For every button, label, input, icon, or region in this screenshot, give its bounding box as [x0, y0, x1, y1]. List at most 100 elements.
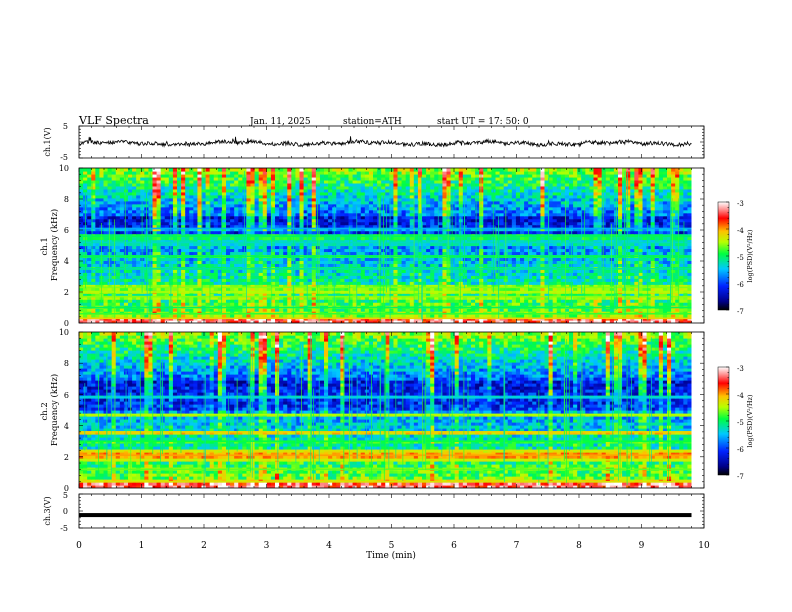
spectrogram-cell	[307, 296, 313, 300]
spectrogram-cell	[303, 272, 309, 276]
spectrogram-cell	[662, 239, 668, 244]
spectrogram-cell	[99, 311, 105, 315]
spectrogram-cell	[560, 233, 566, 238]
spectrogram-cell	[344, 272, 350, 276]
spectrogram-cell	[409, 314, 415, 318]
spectrogram-cell	[160, 245, 166, 250]
spectrogram-cell	[172, 239, 178, 244]
spectrogram-cell	[111, 260, 117, 264]
spectrogram-cell	[279, 248, 284, 253]
spectrogram-cell	[654, 251, 660, 256]
spectrogram-cell	[618, 302, 623, 306]
spectrogram-cell	[213, 281, 219, 285]
spectrogram-cell	[258, 275, 264, 279]
spectrogram-cell	[164, 311, 170, 315]
spectrogram-cell	[569, 311, 574, 315]
spectrogram-cell	[638, 311, 644, 315]
spectrogram-cell	[283, 278, 288, 282]
spectrogram-cell	[279, 242, 284, 247]
spectrogram-cell	[642, 236, 648, 241]
spectrogram-cell	[221, 224, 227, 229]
spectrogram-cell	[675, 299, 680, 303]
spectrogram-cell	[156, 302, 162, 306]
spectrogram-cell	[564, 251, 570, 256]
spectrogram-cell	[650, 302, 656, 306]
spectrogram-cell	[544, 302, 550, 306]
spectrogram-cell	[597, 275, 603, 279]
spectrogram-cell	[650, 239, 656, 244]
spectrogram-cell	[140, 248, 145, 253]
spectrogram-cell	[560, 242, 566, 247]
spectrogram-cell	[487, 284, 493, 288]
spectrogram-cell	[650, 233, 656, 238]
spectrogram-cell	[683, 293, 689, 297]
spectrogram-cell	[95, 314, 101, 318]
spectrogram-cell	[393, 257, 399, 261]
spectrogram-cell	[128, 275, 133, 279]
spectrogram-cell	[487, 227, 493, 232]
spectrogram-cell	[483, 233, 488, 238]
spectrogram-cell	[609, 272, 615, 276]
spectrogram-cell	[442, 236, 448, 241]
spectrogram-cell	[83, 293, 88, 297]
spectrogram-cell	[422, 320, 427, 323]
spectrogram-cell	[491, 260, 497, 264]
spectrogram-cell	[115, 230, 121, 235]
spectrogram-cell	[454, 239, 460, 244]
spectrogram-cell	[417, 281, 423, 285]
spectrogram-cell	[283, 287, 288, 291]
spectrogram-cell	[524, 314, 529, 318]
spectrogram-cell	[511, 278, 517, 282]
spectrogram-cell	[585, 278, 591, 282]
spectrogram-cell	[119, 287, 125, 291]
spectrogram-cell	[311, 263, 317, 267]
spectrogram-cell	[352, 284, 358, 288]
spectrogram-cell	[409, 236, 415, 241]
spectrogram-cell	[197, 224, 203, 229]
spectrogram-cell	[250, 299, 256, 303]
spectrogram-cell	[177, 227, 182, 232]
spectrogram-cell	[442, 251, 448, 256]
spectrogram-cell	[226, 233, 231, 238]
spectrogram-cell	[360, 239, 366, 244]
spectrogram-cell	[328, 314, 333, 318]
figure-title: VLF Spectra	[78, 114, 149, 127]
spectrogram-cell	[662, 281, 668, 285]
spectrogram-cell	[564, 311, 570, 315]
spectrogram-cell	[250, 257, 256, 261]
spectrogram-cell	[119, 272, 125, 276]
spectrogram-cell	[462, 293, 468, 297]
spectrogram-cell	[177, 296, 182, 300]
spectrogram-cell	[511, 299, 517, 303]
spectrogram-cell	[528, 260, 533, 264]
spectrogram-cell	[152, 278, 158, 282]
spectrogram-cell	[548, 245, 554, 250]
spectrogram-cell	[217, 236, 223, 241]
spectrogram-cell	[360, 308, 366, 312]
spectrogram-cell	[311, 293, 317, 297]
spectrogram-cell	[605, 293, 611, 297]
spectrogram-cell	[111, 284, 117, 288]
spectrogram-cell	[181, 314, 186, 318]
spectrogram-cell	[585, 233, 591, 238]
spectrogram-cell	[454, 281, 460, 285]
spectrogram-cell	[658, 236, 664, 241]
spectrogram-cell	[593, 281, 599, 285]
spectrogram-cell	[373, 272, 378, 276]
spectrogram-cell	[466, 299, 472, 303]
spectrogram-cell	[634, 320, 640, 323]
spectrogram-cell	[107, 236, 113, 241]
spectrogram-cell	[544, 281, 550, 285]
spectrogram-cell	[181, 311, 186, 315]
spectrogram-cell	[221, 311, 227, 315]
spectrogram-cell	[79, 236, 84, 241]
spectrogram-cell	[499, 236, 505, 241]
spectrogram-cell	[658, 296, 664, 300]
spectrogram-cell	[328, 320, 333, 323]
spectrogram-cell	[605, 263, 611, 267]
spectrogram-cell	[426, 245, 431, 250]
spectrogram-cell	[107, 311, 113, 315]
spectrogram-cell	[266, 308, 272, 312]
spectrogram-cell	[79, 224, 84, 229]
spectrogram-cell	[585, 302, 591, 306]
